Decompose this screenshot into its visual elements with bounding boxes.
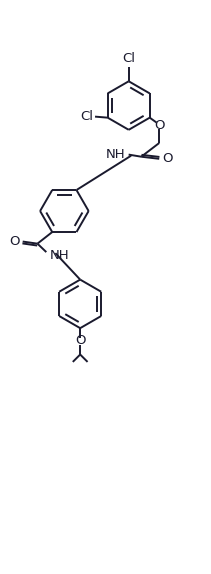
Text: Cl: Cl	[122, 52, 135, 65]
Text: O: O	[9, 235, 19, 248]
Text: NH: NH	[106, 148, 126, 161]
Text: NH: NH	[50, 249, 70, 262]
Text: O: O	[75, 334, 85, 347]
Text: O: O	[154, 119, 164, 131]
Text: Cl: Cl	[80, 110, 93, 123]
Text: O: O	[162, 152, 173, 165]
